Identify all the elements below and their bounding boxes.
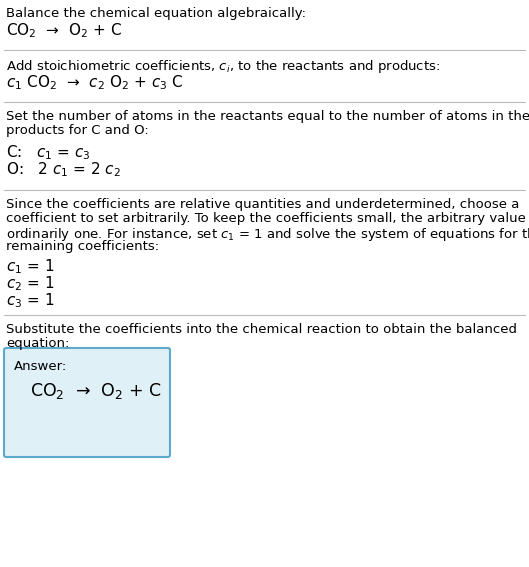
Text: Balance the chemical equation algebraically:: Balance the chemical equation algebraica… bbox=[6, 7, 306, 20]
Text: CO$_2$  →  O$_2$ + C: CO$_2$ → O$_2$ + C bbox=[30, 381, 162, 401]
Text: Since the coefficients are relative quantities and underdetermined, choose a: Since the coefficients are relative quan… bbox=[6, 198, 519, 211]
Text: remaining coefficients:: remaining coefficients: bbox=[6, 240, 159, 253]
Text: O:   2 $c_1$ = 2 $c_2$: O: 2 $c_1$ = 2 $c_2$ bbox=[6, 160, 121, 179]
Text: $c_3$ = 1: $c_3$ = 1 bbox=[6, 291, 54, 310]
Text: products for C and O:: products for C and O: bbox=[6, 124, 149, 137]
Text: Add stoichiometric coefficients, $c_i$, to the reactants and products:: Add stoichiometric coefficients, $c_i$, … bbox=[6, 58, 440, 75]
Text: $c_1$ = 1: $c_1$ = 1 bbox=[6, 257, 54, 276]
Text: ordinarily one. For instance, set $c_1$ = 1 and solve the system of equations fo: ordinarily one. For instance, set $c_1$ … bbox=[6, 226, 529, 243]
Text: CO$_2$  →  O$_2$ + C: CO$_2$ → O$_2$ + C bbox=[6, 21, 122, 40]
FancyBboxPatch shape bbox=[4, 348, 170, 457]
Text: Answer:: Answer: bbox=[14, 360, 67, 373]
Text: $c_2$ = 1: $c_2$ = 1 bbox=[6, 274, 54, 293]
Text: Substitute the coefficients into the chemical reaction to obtain the balanced: Substitute the coefficients into the che… bbox=[6, 323, 517, 336]
Text: $c_1$ CO$_2$  →  $c_2$ O$_2$ + $c_3$ C: $c_1$ CO$_2$ → $c_2$ O$_2$ + $c_3$ C bbox=[6, 73, 184, 92]
Text: equation:: equation: bbox=[6, 337, 69, 350]
Text: C:   $c_1$ = $c_3$: C: $c_1$ = $c_3$ bbox=[6, 143, 90, 162]
Text: Set the number of atoms in the reactants equal to the number of atoms in the: Set the number of atoms in the reactants… bbox=[6, 110, 529, 123]
Text: coefficient to set arbitrarily. To keep the coefficients small, the arbitrary va: coefficient to set arbitrarily. To keep … bbox=[6, 212, 529, 225]
